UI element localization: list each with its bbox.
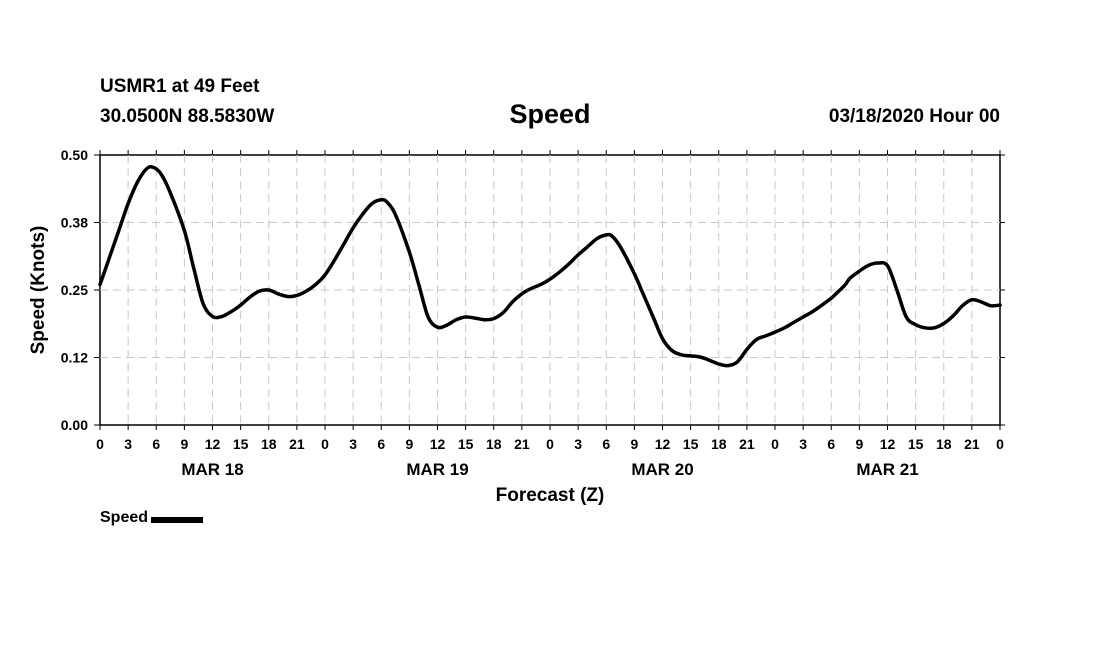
y-tick-label: 0.25: [61, 282, 88, 298]
x-tick-label: 21: [514, 436, 530, 452]
speed-series-line: [98, 164, 1002, 368]
x-tick-label: 21: [739, 436, 755, 452]
x-tick-label: 18: [936, 436, 952, 452]
x-tick-label: 21: [289, 436, 305, 452]
y-tick-label: 0.00: [61, 417, 88, 433]
x-tick-label: 0: [546, 436, 554, 452]
x-tick-label: 12: [655, 436, 671, 452]
x-tick-label: 9: [855, 436, 863, 452]
forecast-date-label: 03/18/2020 Hour 00: [828, 106, 1000, 127]
x-tick-label: 3: [124, 436, 132, 452]
x-tick-label: 15: [233, 436, 249, 452]
x-tick-label: 6: [152, 436, 160, 452]
x-axis-title: Forecast (Z): [496, 485, 605, 506]
day-label: MAR 20: [631, 460, 693, 479]
x-tick-label: 18: [711, 436, 727, 452]
y-tick-label: 0.50: [61, 147, 88, 163]
chart-title: Speed: [509, 99, 591, 129]
legend: Speed: [100, 509, 204, 527]
x-tick-label: 3: [574, 436, 582, 452]
legend-line-swatch: [151, 516, 204, 523]
grid-layer: [100, 155, 1000, 425]
x-tick-label: 6: [602, 436, 610, 452]
tick-layer: [94, 150, 1005, 430]
x-tick-label: 12: [205, 436, 221, 452]
x-tick-label: 9: [405, 436, 413, 452]
x-tick-label: 21: [964, 436, 980, 452]
x-tick-label: 9: [180, 436, 188, 452]
y-axis-title: Speed (Knots): [28, 226, 49, 355]
coordinates-label: 30.0500N 88.5830W: [100, 106, 275, 127]
x-tick-label: 18: [486, 436, 502, 452]
x-tick-label: 0: [996, 436, 1004, 452]
x-tick-label: 6: [827, 436, 835, 452]
day-label: MAR 18: [181, 460, 243, 479]
x-tick-label: 18: [261, 436, 277, 452]
y-tick-labels: 0.00 0.12 0.25 0.38 0.50: [61, 147, 88, 433]
x-tick-label: 0: [96, 436, 104, 452]
day-labels: MAR 18 MAR 19 MAR 20 MAR 21: [181, 460, 918, 479]
x-tick-label: 3: [349, 436, 357, 452]
x-tick-label: 15: [908, 436, 924, 452]
day-label: MAR 21: [856, 460, 918, 479]
legend-label: Speed: [100, 509, 149, 526]
x-tick-label: 0: [771, 436, 779, 452]
x-tick-label: 12: [880, 436, 896, 452]
y-tick-label: 0.12: [61, 350, 88, 366]
x-tick-label: 12: [430, 436, 446, 452]
x-tick-labels: 0 3 6 9 12 15 18 21 0 3 6 9 12 15 18 21 0 3 6 9 12 15 18 21 0 3 6 9…: [96, 436, 1004, 452]
x-tick-label: 0: [321, 436, 329, 452]
y-tick-label: 0.38: [61, 215, 88, 231]
x-tick-label: 3: [799, 436, 807, 452]
x-tick-label: 15: [683, 436, 699, 452]
station-label: USMR1 at 49 Feet: [100, 76, 260, 97]
day-label: MAR 19: [406, 460, 468, 479]
x-tick-label: 15: [458, 436, 474, 452]
x-tick-label: 9: [630, 436, 638, 452]
x-tick-label: 6: [377, 436, 385, 452]
